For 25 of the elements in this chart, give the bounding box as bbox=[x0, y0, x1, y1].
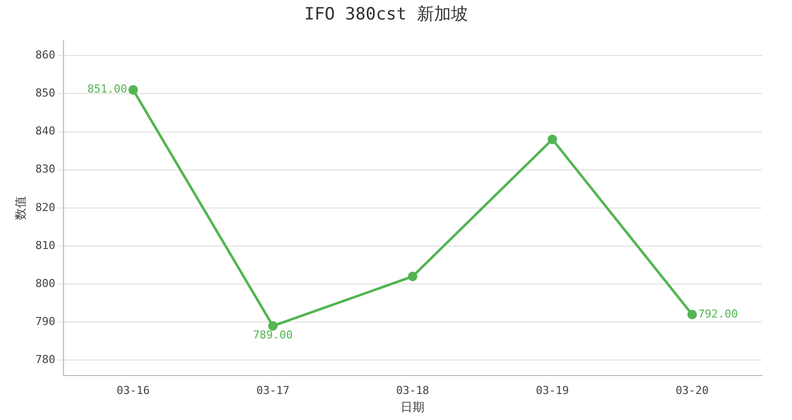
y-tick-label: 820 bbox=[35, 200, 56, 214]
x-tick-label: 03-16 bbox=[116, 384, 150, 397]
y-tick-label: 840 bbox=[35, 124, 56, 138]
y-tick-label: 780 bbox=[35, 353, 56, 366]
y-tick-label: 800 bbox=[35, 276, 56, 290]
data-label: 792.00 bbox=[698, 307, 738, 320]
x-tick-label: 03-18 bbox=[396, 384, 430, 397]
data-label: 851.00 bbox=[87, 82, 128, 96]
x-tick-label: 03-17 bbox=[256, 384, 290, 397]
point bbox=[268, 321, 278, 331]
chart-title: IFO 380cst 新加坡 bbox=[304, 4, 468, 25]
y-tick-label: 860 bbox=[35, 48, 56, 62]
point bbox=[408, 272, 418, 282]
point bbox=[687, 310, 697, 320]
y-tick-label: 850 bbox=[35, 86, 56, 100]
y-tick-label: 810 bbox=[35, 238, 56, 252]
y-tick-label: 790 bbox=[35, 314, 56, 328]
point bbox=[128, 85, 138, 95]
x-tick-label: 03-19 bbox=[536, 384, 569, 397]
point bbox=[548, 134, 558, 144]
y-tick-label: 830 bbox=[35, 162, 56, 176]
data-label: 789.00 bbox=[253, 328, 293, 342]
x-axis-title: 日期 bbox=[400, 400, 425, 414]
y-axis-title: 数值 bbox=[13, 196, 28, 220]
x-tick-label: 03-20 bbox=[676, 384, 709, 397]
